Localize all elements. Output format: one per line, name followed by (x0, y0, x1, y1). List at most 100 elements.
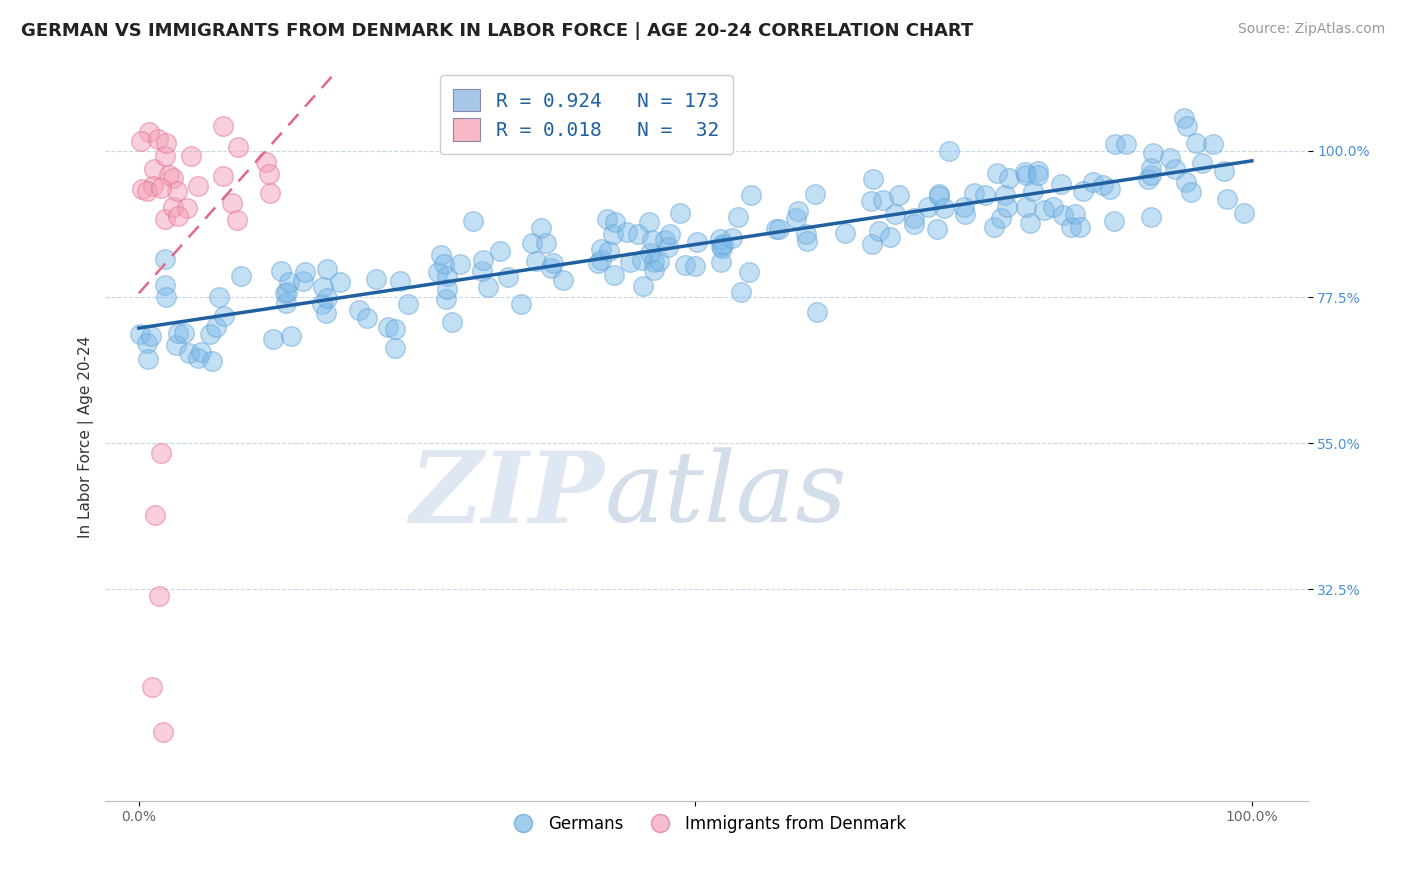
Point (1202, 137, 1225, 152)
Point (270, 264, 292, 278)
Point (588, 256, 610, 270)
Point (312, 280, 335, 294)
Point (212, 310, 235, 324)
Point (180, 149, 202, 163)
Point (974, 187, 997, 202)
Point (859, 194, 882, 208)
Point (173, 326, 195, 341)
Point (711, 237, 734, 252)
Point (1081, 175, 1104, 189)
Point (231, 268, 253, 283)
Point (1140, 161, 1163, 176)
Point (165, 338, 187, 352)
Point (167, 326, 190, 341)
Text: Source: ZipAtlas.com: Source: ZipAtlas.com (1237, 22, 1385, 37)
Point (208, 290, 231, 304)
Point (932, 202, 955, 216)
Point (187, 179, 209, 194)
Point (998, 171, 1021, 186)
Point (711, 241, 734, 255)
Point (1099, 182, 1122, 196)
Point (806, 304, 828, 318)
Point (205, 320, 228, 334)
Point (796, 227, 818, 241)
Point (436, 282, 458, 296)
Point (384, 341, 406, 355)
Point (277, 275, 299, 289)
Point (377, 320, 399, 334)
Point (153, 211, 176, 226)
Point (294, 265, 316, 279)
Point (143, 162, 166, 177)
Point (356, 310, 378, 325)
Point (225, 212, 247, 227)
Point (212, 120, 235, 134)
Point (710, 239, 733, 253)
Point (1052, 208, 1074, 222)
Point (426, 265, 449, 279)
Point (1139, 211, 1161, 225)
Point (1159, 151, 1181, 165)
Point (872, 193, 894, 207)
Point (530, 220, 553, 235)
Point (953, 207, 976, 221)
Point (598, 244, 620, 259)
Point (643, 255, 665, 269)
Point (928, 189, 950, 203)
Point (589, 242, 612, 256)
Point (1050, 177, 1073, 191)
Point (738, 265, 761, 279)
Point (1104, 137, 1126, 152)
Point (162, 200, 184, 214)
Point (145, 508, 167, 522)
Point (434, 292, 457, 306)
Point (155, 290, 177, 304)
Point (1014, 168, 1036, 182)
Point (654, 233, 676, 247)
Point (983, 219, 1005, 234)
Point (152, 725, 174, 739)
Point (135, 336, 157, 351)
Point (1115, 137, 1137, 152)
Point (879, 230, 901, 244)
Point (254, 154, 277, 169)
Point (139, 328, 162, 343)
Point (1014, 165, 1036, 179)
Point (262, 332, 284, 346)
Point (155, 136, 177, 150)
Point (311, 296, 333, 310)
Point (1191, 156, 1213, 170)
Point (720, 231, 742, 245)
Point (883, 207, 905, 221)
Point (1233, 205, 1256, 219)
Point (1018, 215, 1040, 229)
Point (198, 327, 221, 342)
Point (433, 257, 456, 271)
Point (201, 354, 224, 368)
Point (1032, 203, 1054, 218)
Point (668, 206, 690, 220)
Point (211, 169, 233, 184)
Point (496, 270, 519, 285)
Point (938, 145, 960, 159)
Point (430, 248, 453, 262)
Point (1174, 175, 1197, 189)
Point (619, 254, 641, 268)
Point (917, 200, 939, 214)
Point (477, 280, 499, 294)
Point (834, 226, 856, 240)
Point (177, 346, 200, 360)
Point (148, 132, 170, 146)
Point (226, 140, 249, 154)
Point (710, 254, 733, 268)
Point (659, 227, 682, 241)
Point (157, 168, 180, 182)
Point (1071, 184, 1094, 198)
Point (1140, 168, 1163, 182)
Point (626, 227, 648, 242)
Point (436, 268, 458, 283)
Point (595, 211, 617, 226)
Point (740, 188, 762, 202)
Point (785, 211, 807, 226)
Point (768, 221, 790, 235)
